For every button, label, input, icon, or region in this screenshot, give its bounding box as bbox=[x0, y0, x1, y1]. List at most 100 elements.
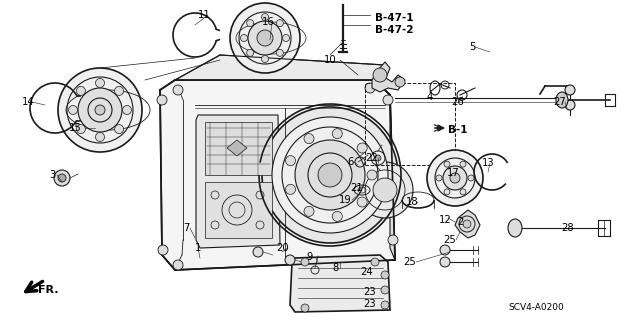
Ellipse shape bbox=[276, 49, 284, 56]
Ellipse shape bbox=[95, 78, 104, 87]
Ellipse shape bbox=[332, 129, 342, 139]
Polygon shape bbox=[290, 255, 390, 312]
Text: 2: 2 bbox=[457, 217, 463, 227]
Text: 3: 3 bbox=[49, 170, 55, 180]
Ellipse shape bbox=[440, 257, 450, 267]
Ellipse shape bbox=[54, 170, 70, 186]
Ellipse shape bbox=[357, 143, 367, 153]
Ellipse shape bbox=[383, 95, 393, 105]
Text: 6: 6 bbox=[347, 157, 353, 167]
Ellipse shape bbox=[262, 107, 398, 243]
Ellipse shape bbox=[444, 189, 450, 195]
Text: 23: 23 bbox=[364, 299, 376, 309]
Ellipse shape bbox=[373, 68, 387, 82]
Ellipse shape bbox=[556, 92, 568, 108]
Polygon shape bbox=[160, 80, 395, 270]
Text: 14: 14 bbox=[22, 97, 35, 107]
Ellipse shape bbox=[468, 175, 474, 181]
Ellipse shape bbox=[173, 85, 183, 95]
Ellipse shape bbox=[357, 162, 413, 218]
Ellipse shape bbox=[115, 124, 124, 133]
Text: 20: 20 bbox=[276, 243, 289, 253]
Polygon shape bbox=[455, 210, 480, 238]
Ellipse shape bbox=[230, 3, 300, 73]
Ellipse shape bbox=[285, 156, 296, 166]
Ellipse shape bbox=[295, 140, 365, 210]
Ellipse shape bbox=[253, 247, 263, 257]
Ellipse shape bbox=[68, 106, 77, 115]
Text: 19: 19 bbox=[339, 195, 351, 205]
Bar bbox=[365, 83, 455, 165]
Ellipse shape bbox=[444, 161, 450, 167]
Text: 12: 12 bbox=[438, 215, 451, 225]
Ellipse shape bbox=[427, 150, 483, 206]
Ellipse shape bbox=[95, 105, 105, 115]
Ellipse shape bbox=[304, 134, 314, 144]
Ellipse shape bbox=[95, 132, 104, 141]
Text: 18: 18 bbox=[406, 197, 419, 207]
Ellipse shape bbox=[158, 245, 168, 255]
Text: SCV4-A0200: SCV4-A0200 bbox=[508, 303, 564, 313]
Ellipse shape bbox=[58, 174, 66, 182]
Text: 8: 8 bbox=[332, 263, 338, 273]
Ellipse shape bbox=[58, 68, 142, 152]
Polygon shape bbox=[205, 182, 272, 238]
Ellipse shape bbox=[450, 173, 460, 183]
Ellipse shape bbox=[241, 35, 248, 42]
Ellipse shape bbox=[381, 301, 389, 309]
Ellipse shape bbox=[463, 220, 471, 228]
Ellipse shape bbox=[381, 286, 389, 294]
Text: 22: 22 bbox=[365, 153, 378, 163]
Text: 17: 17 bbox=[447, 168, 460, 178]
Ellipse shape bbox=[365, 83, 375, 93]
Text: 16: 16 bbox=[262, 17, 275, 27]
Text: 11: 11 bbox=[198, 10, 211, 20]
Text: 25: 25 bbox=[444, 235, 456, 245]
Ellipse shape bbox=[262, 13, 269, 20]
Text: 9: 9 bbox=[307, 252, 313, 262]
Text: 15: 15 bbox=[68, 123, 81, 133]
Ellipse shape bbox=[371, 258, 379, 266]
Ellipse shape bbox=[388, 235, 398, 245]
Ellipse shape bbox=[395, 77, 405, 87]
Ellipse shape bbox=[173, 260, 183, 270]
Ellipse shape bbox=[440, 245, 450, 255]
Text: 27: 27 bbox=[554, 97, 566, 107]
Ellipse shape bbox=[122, 106, 131, 115]
Ellipse shape bbox=[460, 189, 466, 195]
Ellipse shape bbox=[332, 212, 342, 221]
Polygon shape bbox=[205, 122, 272, 175]
Text: 28: 28 bbox=[562, 223, 574, 233]
Ellipse shape bbox=[318, 163, 342, 187]
Ellipse shape bbox=[443, 166, 467, 190]
Ellipse shape bbox=[78, 88, 122, 132]
Polygon shape bbox=[175, 55, 385, 80]
Ellipse shape bbox=[375, 155, 381, 161]
Ellipse shape bbox=[381, 271, 389, 279]
Text: B-47-1: B-47-1 bbox=[375, 13, 413, 23]
Text: B-1: B-1 bbox=[448, 125, 467, 135]
Text: 4: 4 bbox=[427, 92, 433, 102]
Polygon shape bbox=[227, 140, 247, 156]
Ellipse shape bbox=[272, 117, 388, 233]
Text: 10: 10 bbox=[324, 55, 336, 65]
Ellipse shape bbox=[508, 219, 522, 237]
Text: 1: 1 bbox=[195, 243, 201, 253]
Text: 26: 26 bbox=[452, 97, 465, 107]
Text: 5: 5 bbox=[469, 42, 475, 52]
Polygon shape bbox=[372, 62, 405, 92]
Ellipse shape bbox=[367, 170, 377, 180]
Ellipse shape bbox=[565, 100, 575, 110]
Ellipse shape bbox=[262, 55, 269, 62]
Ellipse shape bbox=[304, 206, 314, 216]
Text: 21: 21 bbox=[351, 183, 364, 193]
Ellipse shape bbox=[301, 258, 309, 266]
Ellipse shape bbox=[257, 30, 273, 46]
Ellipse shape bbox=[285, 255, 295, 265]
Text: 7: 7 bbox=[183, 223, 189, 233]
Ellipse shape bbox=[276, 20, 284, 27]
Ellipse shape bbox=[301, 304, 309, 312]
Text: FR.: FR. bbox=[38, 285, 58, 295]
Ellipse shape bbox=[357, 197, 367, 207]
Ellipse shape bbox=[248, 21, 282, 55]
